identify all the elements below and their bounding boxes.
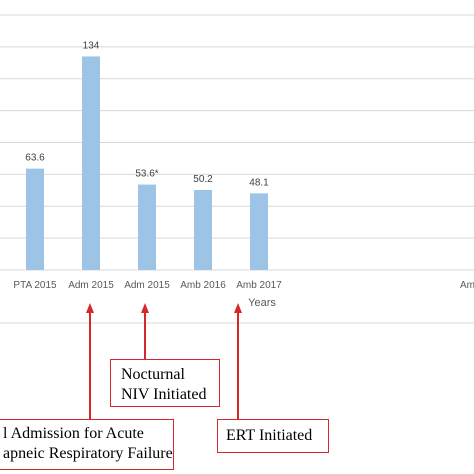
data-label: 48.1: [249, 177, 269, 188]
category-tick-labels: PTA 2015 Adm 2015 Adm 2015 Amb 2016 Amb 2017: [13, 280, 282, 291]
bar: [250, 193, 268, 270]
annotation-nocturnal-niv: Nocturnal NIV Initiated: [110, 359, 220, 407]
data-label: 50.2: [193, 174, 213, 185]
x-axis-label: Years: [248, 297, 276, 309]
annotation-line: NIV Initiated: [121, 386, 207, 403]
annotation-line: Nocturnal: [121, 366, 185, 383]
annotation-arrow-head: [234, 303, 242, 313]
annotation-arrow-head: [141, 303, 149, 313]
category-tick-label: PTA 2015: [13, 280, 57, 291]
bar: [138, 184, 156, 270]
data-label: 53.6*: [135, 169, 158, 180]
category-tick-label: Amb 2016: [180, 280, 226, 291]
annotation-ert-initiated: ERT Initiated: [217, 419, 329, 453]
category-tick-label: Adm 2015: [124, 280, 170, 291]
annotation-line: l Admission for Acute: [3, 425, 144, 442]
annotation-arrows: [86, 303, 242, 419]
annotation-arrow-head: [86, 303, 94, 313]
bar-series: [26, 56, 268, 270]
bar: [194, 189, 212, 270]
category-tick-label: Amb 2017: [236, 280, 282, 291]
annotation-hospital-admission: l Admission for Acute apneic Respiratory…: [0, 419, 174, 470]
category-tick-label: Adm 2015: [68, 280, 114, 291]
value-labels: 63.6 134 53.6* 50.2 48.1: [25, 40, 269, 188]
grid-lines: [0, 14, 474, 271]
data-label: 63.6: [25, 153, 45, 164]
bar: [82, 56, 100, 270]
bar: [26, 168, 44, 270]
data-label: 134: [83, 40, 100, 51]
annotation-line: ERT Initiated: [226, 427, 313, 444]
partial-category-tick-label: Am: [460, 280, 474, 291]
annotation-line: apneic Respiratory Failure: [3, 445, 173, 462]
